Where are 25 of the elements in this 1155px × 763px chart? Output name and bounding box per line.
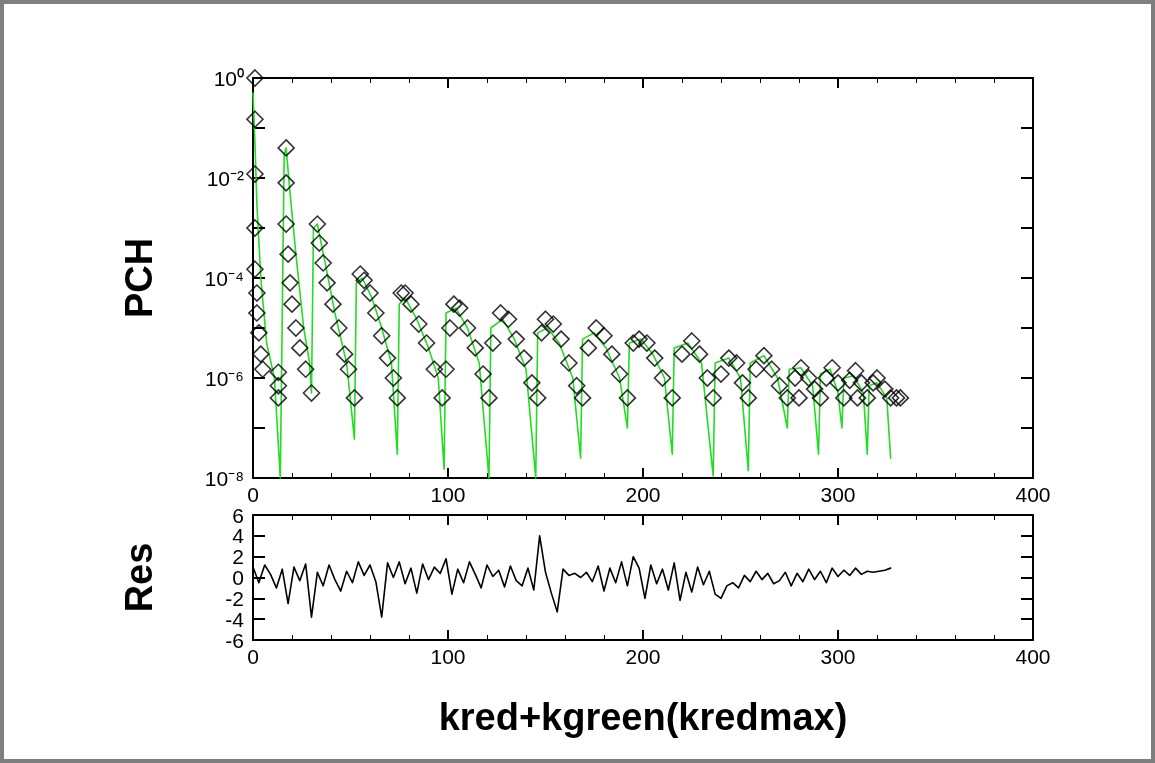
y-tick-label: 6 bbox=[232, 503, 244, 527]
x-axis-title: kred+kgreen(kredmax) bbox=[438, 696, 848, 738]
y-tick-label: 10⁻⁴ bbox=[204, 266, 244, 290]
x-tick-label: 300 bbox=[820, 483, 856, 506]
y-tick-label: 10⁻⁸ bbox=[204, 466, 244, 490]
y-axis-title: Res bbox=[118, 542, 160, 613]
y-tick-label: -4 bbox=[225, 607, 245, 631]
y-axis-title: PCH bbox=[118, 237, 160, 319]
y-tick-label: 2 bbox=[232, 545, 244, 569]
y-tick-label: 10⁻⁶ bbox=[204, 366, 244, 390]
x-tick-label: 400 bbox=[1015, 645, 1051, 668]
x-tick-label: 400 bbox=[1015, 483, 1051, 506]
y-tick-label: 0 bbox=[232, 566, 244, 589]
y-tick-label: 10⁰ bbox=[213, 66, 244, 90]
y-tick-label: -6 bbox=[225, 628, 244, 652]
x-tick-label: 0 bbox=[247, 645, 259, 668]
y-tick-label: 10⁻² bbox=[206, 166, 244, 190]
x-tick-label: 300 bbox=[820, 645, 856, 668]
x-tick-label: 100 bbox=[430, 483, 466, 506]
y-tick-label: -2 bbox=[225, 586, 244, 610]
x-tick-label: 100 bbox=[430, 645, 466, 668]
x-tick-label: 200 bbox=[625, 645, 661, 668]
y-tick-label: 4 bbox=[232, 524, 245, 548]
x-tick-label: 200 bbox=[625, 483, 661, 506]
x-tick-label: 0 bbox=[247, 483, 259, 506]
